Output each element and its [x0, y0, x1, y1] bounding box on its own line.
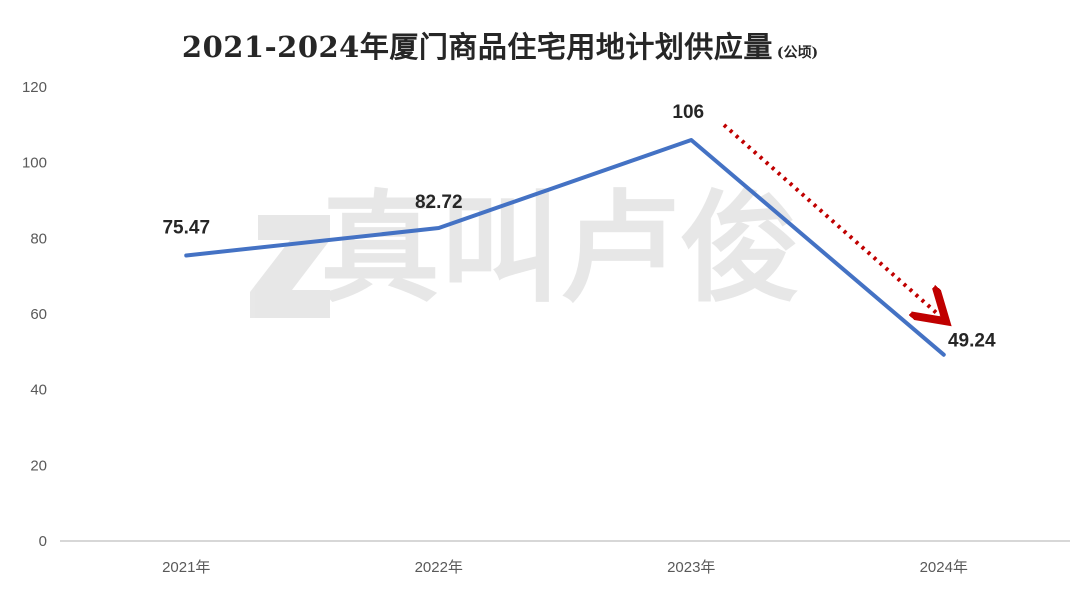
watermark-logo-icon [250, 215, 330, 318]
y-tick-label: 100 [22, 155, 47, 172]
watermark: 真叫卢俊 [250, 182, 800, 318]
data-point [942, 353, 946, 357]
y-tick-label: 40 [30, 382, 47, 399]
series-line [184, 137, 946, 357]
y-tick-label: 120 [22, 79, 47, 96]
chart-title-text: 2021-2024年厦门商品住宅用地计划供应量 [181, 30, 773, 64]
x-tick-label: 2021年 [162, 559, 210, 576]
data-point [437, 226, 441, 230]
data-label: 82.72 [415, 192, 463, 213]
y-tick-label: 80 [30, 230, 47, 247]
trend-arrow [722, 123, 940, 316]
x-tick-label: 2022年 [415, 559, 463, 576]
x-axis-ticks: 2021年 2022年 2023年 2024年 [162, 559, 968, 576]
y-tick-label: 0 [39, 533, 47, 550]
y-tick-label: 20 [30, 457, 47, 474]
chart-title: 2021-2024年厦门商品住宅用地计划供应量 (公顷) [0, 24, 1000, 66]
x-tick-label: 2023年 [667, 559, 715, 576]
series-layer [184, 137, 946, 357]
data-label: 75.47 [162, 217, 210, 238]
watermark-text: 真叫卢俊 [320, 182, 800, 316]
data-labels: 75.47 82.72 106 49.24 [162, 102, 995, 352]
y-axis-ticks: 0 20 40 60 80 100 120 [22, 79, 47, 550]
data-point [689, 138, 693, 142]
y-tick-label: 60 [30, 306, 47, 323]
data-label: 49.24 [948, 331, 996, 352]
x-tick-label: 2024年 [920, 559, 968, 576]
chart-title-unit: (公顷) [776, 45, 819, 61]
data-label: 106 [672, 102, 704, 123]
data-point [184, 253, 188, 257]
